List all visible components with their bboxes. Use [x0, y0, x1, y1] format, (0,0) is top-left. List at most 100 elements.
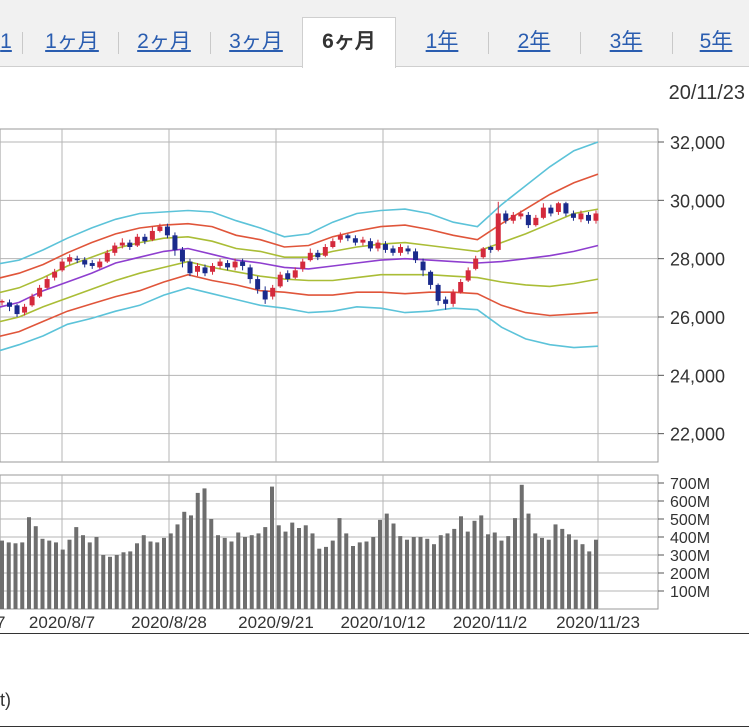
volume-bar — [506, 536, 511, 609]
volume-bar — [290, 522, 295, 609]
candle-body — [533, 217, 539, 226]
volume-bar — [459, 516, 463, 609]
tab-2-months[interactable]: 2ヶ月 — [137, 30, 191, 53]
candle-body — [480, 248, 486, 258]
volume-bar — [236, 532, 241, 609]
volume-bar — [175, 524, 180, 609]
volume-bar — [445, 533, 450, 609]
candle-body — [104, 252, 110, 262]
stock-chart: 32,000 30,000 28,000 26,000 24,000 22,000 700M… — [0, 128, 725, 632]
volume-bar — [303, 525, 308, 609]
price-tick-label: 26,000 — [670, 308, 725, 328]
tab-1-month[interactable]: 1ヶ月 — [45, 30, 99, 53]
period-tab-bar: 1 1ヶ月 2ヶ月 3ヶ月 6ヶ月 1年 2年 3年 5年 — [0, 0, 749, 68]
x-tick-label: 2020/8/7 — [29, 613, 95, 632]
candle-body — [525, 214, 531, 226]
candle-body — [14, 305, 20, 315]
candle-body — [247, 267, 253, 280]
candle-body — [443, 299, 449, 304]
candle-body — [420, 261, 426, 271]
candle-body — [473, 258, 479, 269]
volume-bar — [378, 519, 382, 609]
volume-bar — [108, 556, 112, 609]
volume-bar — [351, 546, 355, 609]
tab-2-years[interactable]: 2年 — [517, 30, 551, 53]
candle-body — [89, 263, 95, 266]
volume-bar — [337, 518, 342, 609]
volume-panel — [0, 474, 659, 610]
tab-5-years[interactable]: 5年 — [699, 30, 733, 53]
candle-body — [270, 287, 276, 297]
candle-body — [255, 279, 261, 290]
candle-body — [149, 230, 155, 240]
band-minus1-line — [0, 260, 599, 323]
candle-body — [164, 226, 170, 236]
candle-body — [59, 261, 65, 271]
tab-separator — [580, 32, 581, 54]
candle-body — [315, 252, 321, 258]
candle-body — [262, 290, 268, 300]
candle-body — [450, 292, 456, 304]
candle-body — [375, 242, 381, 249]
x-tick-label: 2020/11/2 — [453, 613, 527, 632]
volume-bar — [256, 533, 261, 609]
tab-separator — [672, 32, 673, 54]
volume-bar — [499, 540, 504, 609]
volume-bar — [594, 539, 598, 609]
candle-body — [458, 281, 464, 293]
candle-body — [37, 287, 43, 297]
tab-1-day[interactable]: 1 — [0, 30, 12, 53]
price-tick-label: 22,000 — [670, 425, 725, 445]
volume-bar — [27, 517, 31, 609]
band-minus3-line — [0, 286, 599, 352]
chart-footer — [0, 633, 749, 727]
tab-3-months[interactable]: 3ヶ月 — [229, 30, 283, 53]
volume-bar — [135, 543, 139, 609]
x-tick-label: 2020/9/21 — [238, 613, 314, 632]
volume-tick-label: 600M — [670, 494, 710, 511]
candle-body — [428, 271, 434, 285]
tab-1-year[interactable]: 1年 — [425, 30, 459, 53]
volume-bar — [432, 544, 436, 609]
volume-bar — [182, 511, 187, 609]
candle-body — [142, 236, 148, 242]
volume-bar — [567, 534, 571, 609]
candle-body — [585, 214, 591, 221]
volume-bar — [195, 492, 200, 609]
volume-bar — [492, 532, 497, 609]
candle-body — [405, 248, 411, 252]
tab-separator — [118, 32, 119, 54]
volume-bar — [54, 542, 58, 609]
candle-body — [360, 239, 366, 243]
candle-body — [510, 214, 516, 221]
candle-body — [555, 203, 561, 212]
volume-bar — [101, 555, 106, 609]
candle-body — [322, 246, 328, 256]
volume-bar — [310, 533, 315, 609]
volume-bar — [573, 539, 578, 609]
candle-body — [292, 270, 298, 278]
candle-body — [398, 246, 404, 253]
volume-bar — [533, 533, 538, 609]
candle-body — [548, 207, 554, 214]
candle-body — [52, 271, 58, 278]
tab-separator — [488, 32, 489, 54]
candle-body — [82, 260, 88, 265]
candle-body — [232, 261, 238, 268]
price-tick-label: 28,000 — [670, 250, 725, 270]
candle-body — [172, 235, 178, 250]
volume-bar — [546, 539, 551, 609]
candle-body — [157, 226, 163, 231]
volume-bar — [243, 537, 247, 609]
candle-body — [179, 249, 185, 262]
volume-bar — [114, 555, 119, 609]
candle-body — [7, 302, 13, 307]
volume-tick-label: 500M — [670, 512, 710, 529]
candle-body — [540, 207, 546, 218]
candle-body — [217, 261, 223, 266]
tab-6-months[interactable]: 6ヶ月 — [302, 17, 396, 68]
volume-bar — [324, 546, 328, 609]
tab-3-years[interactable]: 3年 — [609, 30, 643, 53]
x-tick-label: 2020/11/23 — [556, 613, 640, 632]
candle-body — [330, 241, 336, 247]
